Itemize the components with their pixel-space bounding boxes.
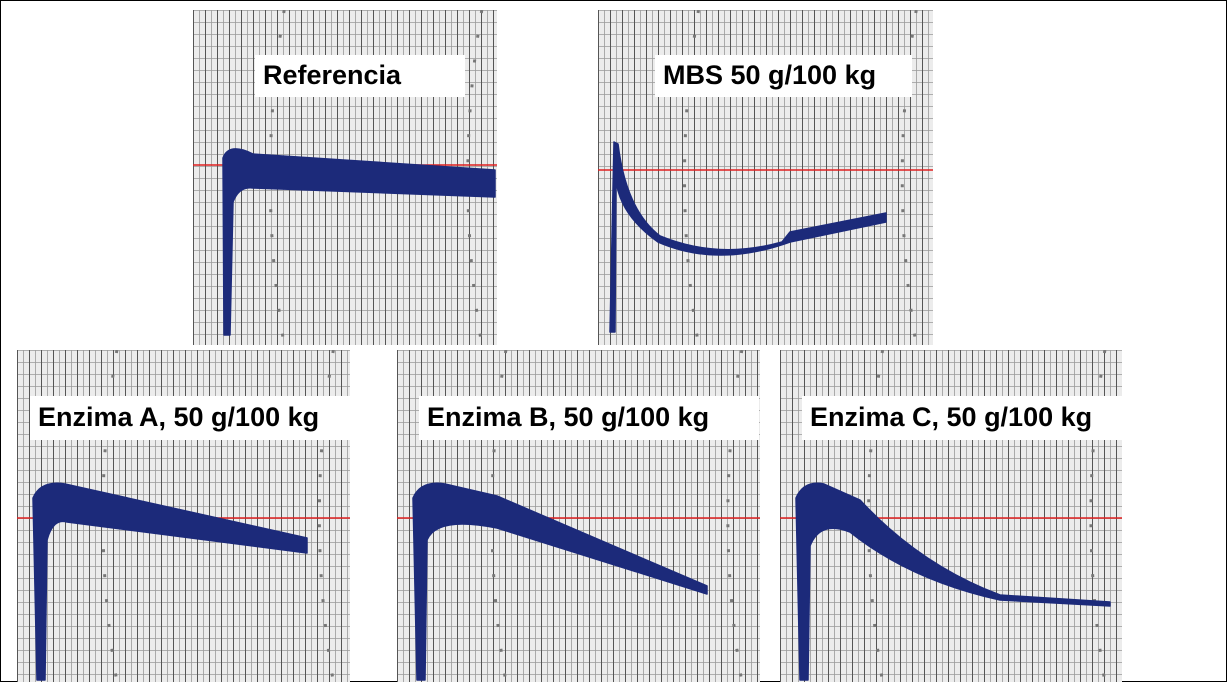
curve	[222, 148, 496, 336]
chart-panel: MBS 50 g/100 kg	[598, 10, 933, 345]
panel-content: Enzima C, 50 g/100 kg	[780, 350, 1122, 682]
panel-content: Referencia	[193, 10, 497, 345]
curve	[412, 482, 708, 681]
panel-label: Enzima B, 50 g/100 kg	[427, 402, 709, 432]
label-box	[255, 55, 465, 97]
curve	[32, 482, 308, 681]
chart-panel: Enzima C, 50 g/100 kg	[780, 350, 1122, 682]
label-box	[419, 396, 759, 440]
panel-label: MBS 50 g/100 kg	[663, 60, 876, 90]
panel-label: Enzima A, 50 g/100 kg	[38, 402, 319, 432]
chart-panel: Enzima B, 50 g/100 kg	[397, 350, 760, 682]
panel-content: Enzima A, 50 g/100 kg	[17, 350, 350, 682]
label-box	[30, 396, 350, 440]
curve	[795, 482, 1111, 681]
label-box	[802, 396, 1122, 440]
label-box	[655, 55, 912, 97]
chart-panel: Referencia	[193, 10, 497, 345]
panel-label: Referencia	[263, 60, 402, 90]
chart-panel: Enzima A, 50 g/100 kg	[17, 350, 350, 682]
curve	[609, 141, 887, 333]
panel-label: Enzima C, 50 g/100 kg	[810, 402, 1092, 432]
panel-content: MBS 50 g/100 kg	[598, 10, 933, 345]
panel-content: Enzima B, 50 g/100 kg	[397, 350, 760, 682]
